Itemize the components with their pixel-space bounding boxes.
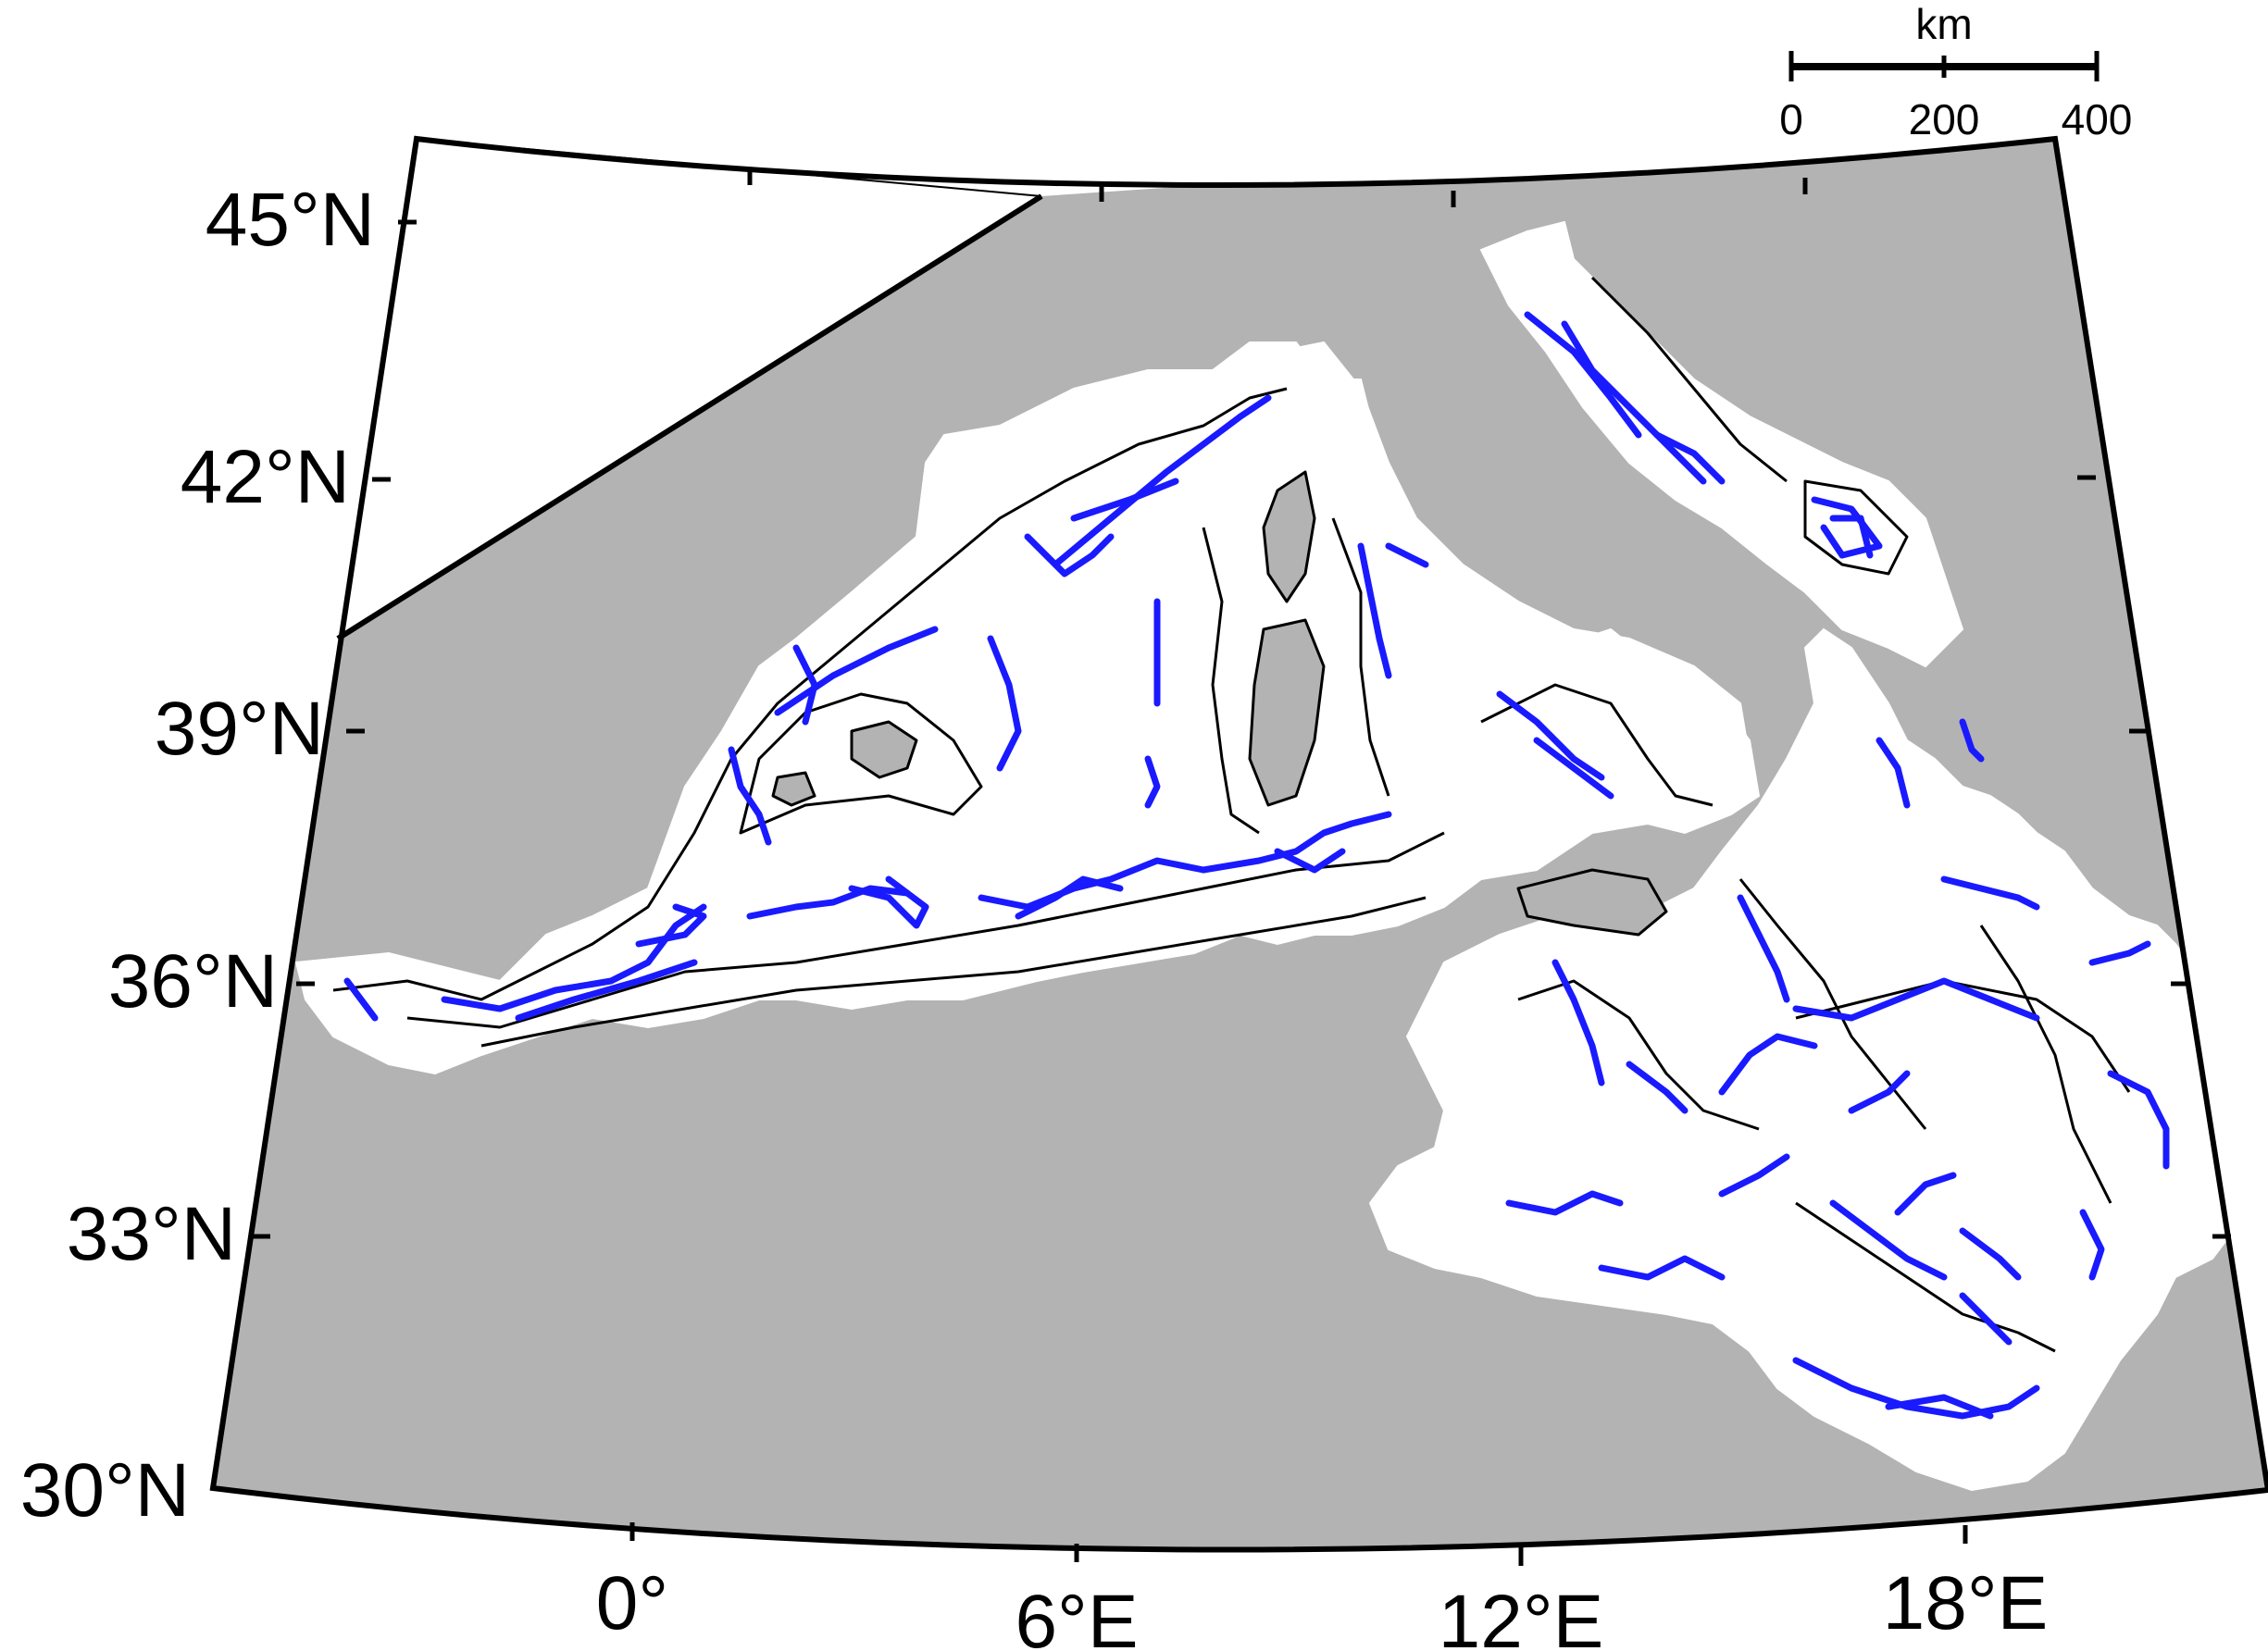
- lon-label-6e: 6°E: [1015, 1580, 1138, 1651]
- scale-unit: km: [1915, 0, 1972, 48]
- lat-label-39: 39°N: [155, 687, 324, 771]
- scale-tick-400: 400: [2062, 95, 2133, 143]
- lat-label-42: 42°N: [181, 435, 350, 519]
- scale-tick-0: 0: [1779, 95, 1803, 143]
- lat-label-33: 33°N: [67, 1192, 236, 1276]
- lon-label-12e: 12°E: [1439, 1580, 1604, 1651]
- island-sardinia: [1248, 618, 1326, 807]
- island-ibiza: [771, 771, 816, 807]
- lat-label-36: 36°N: [108, 939, 278, 1024]
- domain-diagonal: [336, 193, 1043, 641]
- longitude-ticks: [629, 168, 2231, 1566]
- lat-label-45: 45°N: [206, 178, 375, 262]
- scale-tick-200: 200: [1909, 95, 1980, 143]
- sea-tyrrhenian: [1276, 341, 1751, 863]
- scale-bar: km 0 200 400: [1779, 0, 2132, 143]
- ship-tracks: [343, 311, 2170, 1420]
- island-corsica: [1262, 470, 1316, 603]
- lon-label-18e: 18°E: [1883, 1561, 2049, 1645]
- lat-label-30: 30°N: [20, 1448, 190, 1533]
- map-frame: [209, 135, 2268, 1553]
- island-sicily: [1516, 868, 1668, 937]
- island-mallorca: [850, 720, 918, 779]
- off-domain-area: [338, 139, 1041, 639]
- lon-label-0: 0°: [596, 1561, 668, 1645]
- latitude-ticks: [252, 219, 417, 1239]
